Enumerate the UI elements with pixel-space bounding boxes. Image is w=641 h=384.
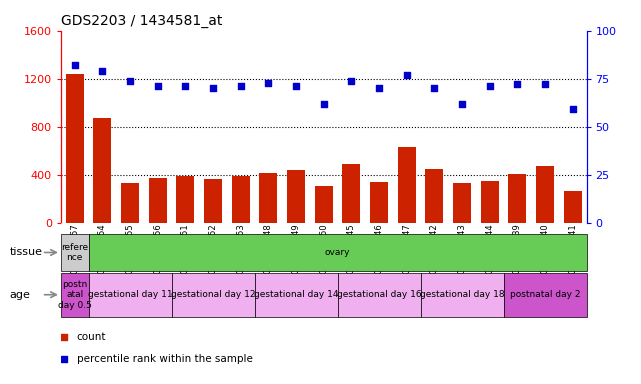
Text: GSM120842: GSM120842 (430, 223, 439, 273)
Text: count: count (77, 332, 106, 342)
Point (263, 79, 274, 86)
Text: GSM120857: GSM120857 (71, 223, 79, 274)
Point (567, 106, 578, 113)
Bar (121, 183, 139, 223)
Point (208, 85, 218, 91)
Bar (338, 273, 420, 317)
Bar (61, 273, 88, 317)
Text: postn
atal
day 0.5: postn atal day 0.5 (58, 280, 92, 310)
Text: GSM120850: GSM120850 (319, 223, 328, 273)
Bar (149, 178, 167, 223)
Text: percentile rank within the sample: percentile rank within the sample (77, 354, 253, 364)
Point (374, 85, 384, 91)
Point (457, 101, 467, 107)
Bar (232, 176, 250, 223)
Text: GSM120853: GSM120853 (237, 223, 246, 274)
Text: GSM120839: GSM120839 (513, 223, 522, 274)
Text: GSM120847: GSM120847 (402, 223, 411, 274)
Text: gestational day 12: gestational day 12 (171, 290, 255, 299)
Point (153, 83, 163, 89)
Text: GSM120852: GSM120852 (208, 223, 217, 273)
Point (125, 78, 135, 84)
Bar (453, 183, 471, 223)
Text: GSM120848: GSM120848 (264, 223, 273, 274)
Text: GSM120846: GSM120846 (374, 223, 383, 274)
Bar (481, 181, 499, 223)
Bar (370, 182, 388, 223)
Point (342, 210, 353, 216)
Point (342, 6, 353, 12)
Bar (342, 164, 360, 223)
Text: GSM120841: GSM120841 (568, 223, 577, 273)
Text: tissue: tissue (10, 247, 42, 258)
Text: GSM120845: GSM120845 (347, 223, 356, 273)
Point (97, 68, 108, 74)
Text: GSM120851: GSM120851 (181, 223, 190, 273)
Text: GSM120856: GSM120856 (153, 223, 162, 274)
Point (485, 83, 495, 89)
Point (512, 81, 522, 88)
Point (429, 85, 440, 91)
Text: gestational day 14: gestational day 14 (254, 290, 338, 299)
Bar (504, 273, 587, 317)
Text: GDS2203 / 1434581_at: GDS2203 / 1434581_at (61, 14, 222, 28)
Bar (94, 118, 112, 223)
Point (346, 78, 356, 84)
Text: GSM120843: GSM120843 (458, 223, 467, 274)
Bar (536, 166, 554, 223)
Text: gestational day 18: gestational day 18 (420, 290, 504, 299)
Text: GSM120854: GSM120854 (98, 223, 107, 273)
Point (401, 72, 412, 78)
Point (70, 62, 80, 68)
Text: postnatal day 2: postnatal day 2 (510, 290, 580, 299)
Text: age: age (10, 290, 31, 300)
Text: ovary: ovary (325, 248, 350, 257)
Text: gestational day 16: gestational day 16 (337, 290, 421, 299)
Bar (315, 185, 333, 223)
Bar (287, 170, 305, 223)
Point (291, 83, 301, 89)
Text: refere
nce: refere nce (61, 243, 88, 262)
Text: GSM120855: GSM120855 (126, 223, 135, 273)
Point (319, 101, 329, 107)
Bar (172, 273, 254, 317)
Bar (176, 176, 194, 223)
Bar (204, 179, 222, 223)
Text: GSM120840: GSM120840 (540, 223, 549, 273)
Point (180, 83, 190, 89)
Point (540, 81, 550, 88)
Bar (508, 174, 526, 223)
Bar (420, 273, 504, 317)
Bar (426, 169, 444, 223)
Text: GSM120849: GSM120849 (292, 223, 301, 273)
Bar (397, 147, 415, 223)
Bar (66, 74, 84, 223)
Text: gestational day 11: gestational day 11 (88, 290, 172, 299)
Bar (260, 173, 278, 223)
Bar (254, 273, 338, 317)
Text: GSM120844: GSM120844 (485, 223, 494, 273)
Bar (61, 234, 88, 271)
Point (236, 83, 246, 89)
Bar (563, 191, 581, 223)
Bar (88, 273, 172, 317)
